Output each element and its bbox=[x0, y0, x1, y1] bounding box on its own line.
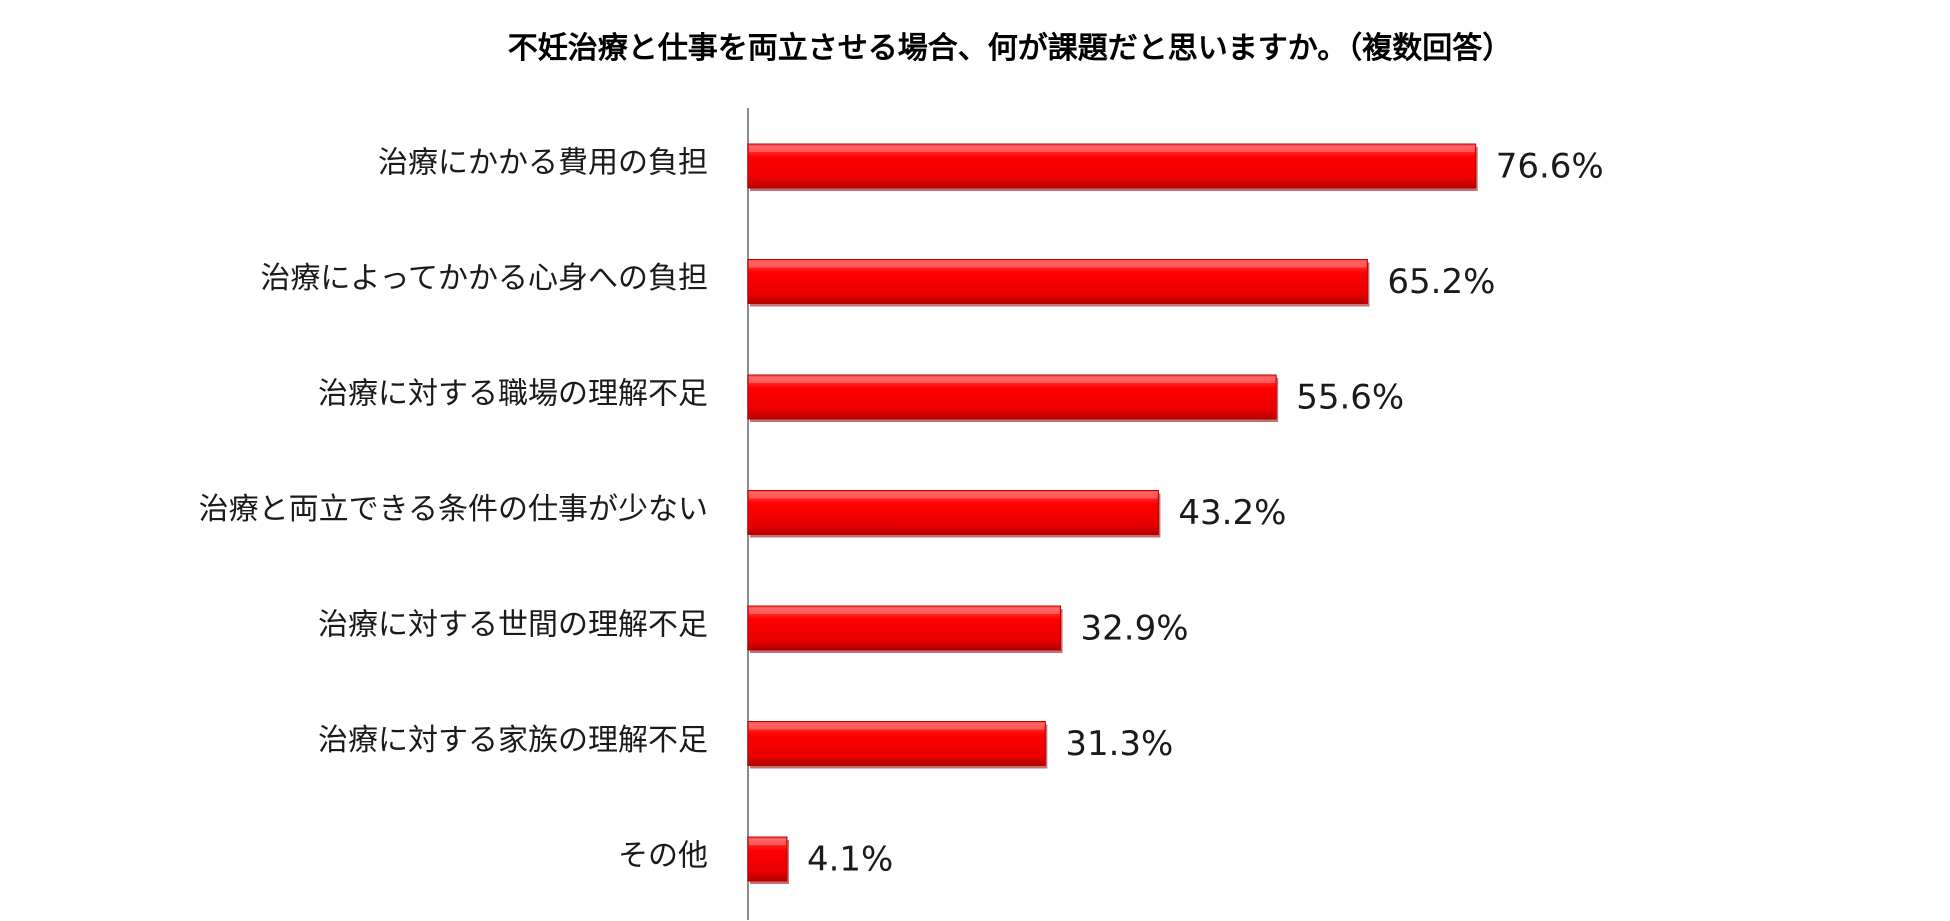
value-label: 31.3% bbox=[1065, 724, 1173, 764]
value-label: 65.2% bbox=[1387, 262, 1495, 302]
value-label: 55.6% bbox=[1296, 378, 1404, 418]
category-label: 治療に対する職場の理解不足 bbox=[318, 377, 708, 412]
value-label: 4.1% bbox=[807, 840, 893, 880]
bar-highlight bbox=[749, 146, 1475, 152]
category-label: その他 bbox=[618, 839, 708, 874]
value-label: 43.2% bbox=[1178, 493, 1286, 533]
category-label: 治療に対する家族の理解不足 bbox=[318, 723, 708, 758]
category-label: 治療にかかる費用の負担 bbox=[378, 146, 708, 181]
bar-highlight bbox=[749, 492, 1158, 499]
category-label: 治療と両立できる条件の仕事が少ない bbox=[199, 492, 708, 527]
category-label: 治療に対する世間の理解不足 bbox=[318, 608, 708, 643]
value-label: 32.9% bbox=[1081, 609, 1189, 649]
bars-layer: 治療にかかる費用の負担 76.6% 治療によってかかる心身への負担 65.2% 治療に対… bbox=[199, 143, 1604, 884]
value-label: 76.6% bbox=[1496, 147, 1604, 187]
bar-highlight bbox=[749, 839, 786, 845]
chart-title: 不妊治療と仕事を両立させる場合、何が課題だと思いますか。（複数回答） bbox=[508, 31, 1512, 66]
bar-highlight bbox=[749, 608, 1060, 614]
category-label: 治療によってかかる心身への負担 bbox=[260, 261, 708, 296]
bar-highlight bbox=[749, 377, 1276, 383]
bar-highlight bbox=[749, 723, 1045, 730]
bar-highlight bbox=[749, 261, 1367, 268]
